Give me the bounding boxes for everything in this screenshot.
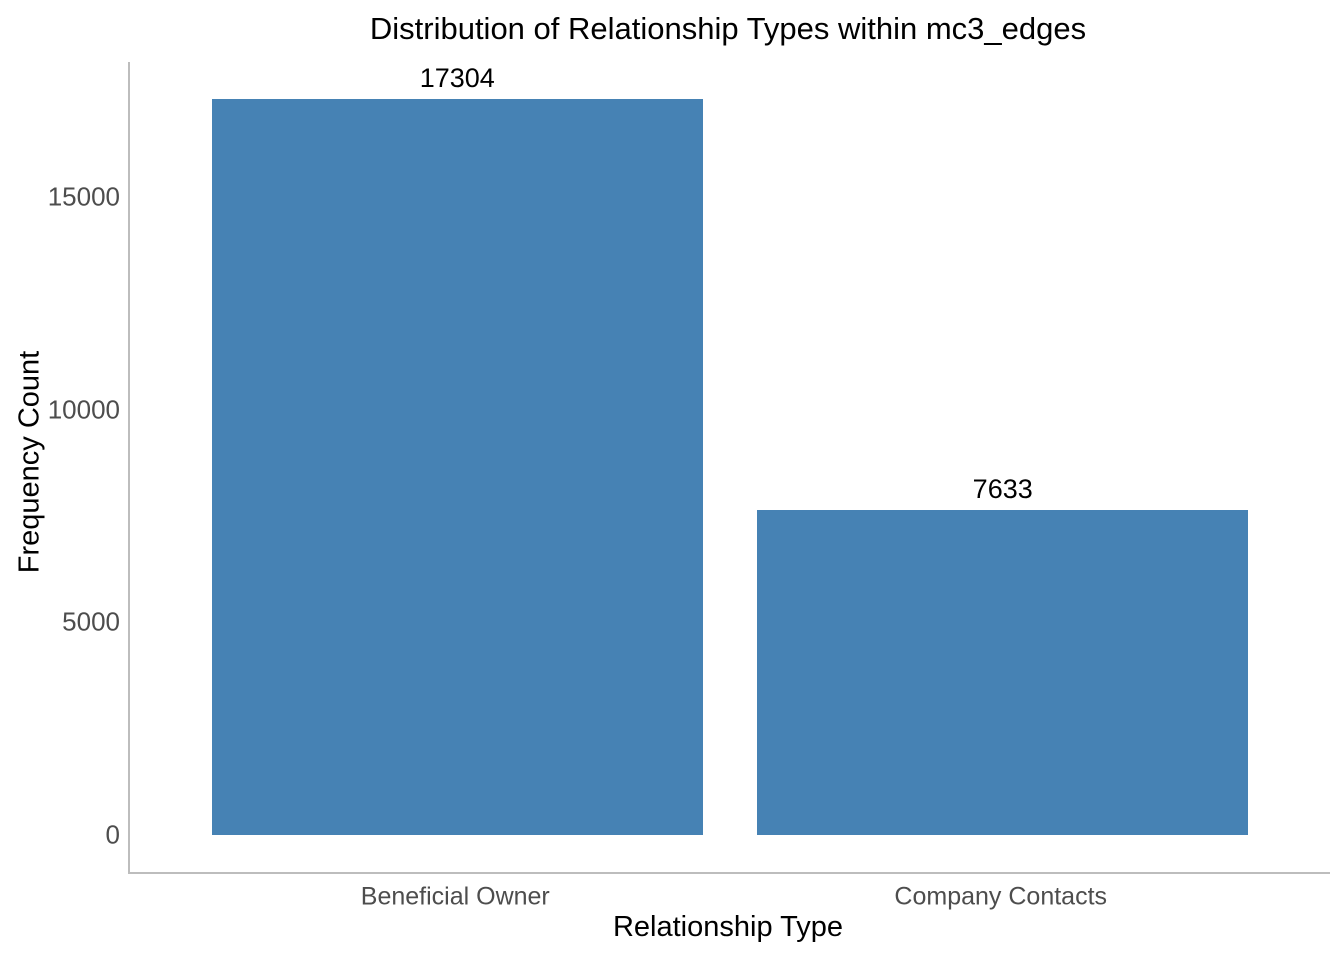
bar-value-label-company-contacts: 7633 <box>972 474 1033 505</box>
bar-beneficial-owner <box>211 98 703 836</box>
y-tick-label-5000: 5000 <box>62 606 120 637</box>
x-tick-label-beneficial-owner: Beneficial Owner <box>360 882 550 911</box>
bar-value-label-beneficial-owner: 17304 <box>419 62 495 93</box>
y-axis-title: Frequency Count <box>13 350 46 574</box>
x-tick-label-company-contacts: Company Contacts <box>894 882 1108 911</box>
y-tick-label-15000: 15000 <box>47 181 120 212</box>
plot-area: 17304 7633 <box>128 62 1330 874</box>
chart-title: Distribution of Relationship Types withi… <box>369 11 1087 46</box>
y-tick-label-0: 0 <box>105 819 120 850</box>
x-axis-title: Relationship Type <box>612 911 843 943</box>
y-tick-label-10000: 10000 <box>47 394 120 425</box>
bar-company-contacts <box>757 510 1249 836</box>
